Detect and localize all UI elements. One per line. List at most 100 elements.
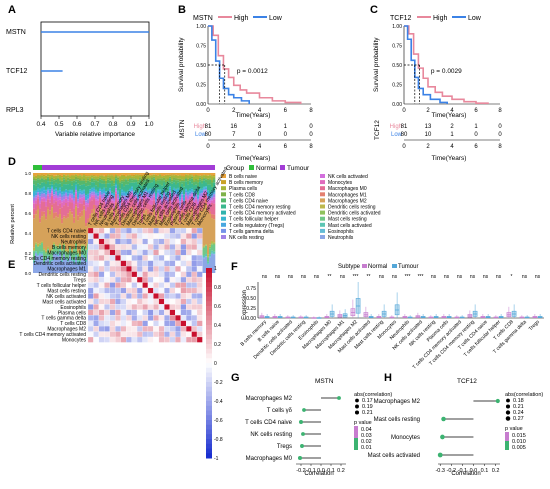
composition-segment xyxy=(151,194,154,199)
composition-segment xyxy=(197,175,200,176)
matrix-cell xyxy=(104,244,110,250)
matrix-cell xyxy=(186,260,192,267)
composition-segment xyxy=(145,175,148,179)
matrix-cell xyxy=(109,287,116,294)
composition-segment xyxy=(115,202,118,206)
composition-segment xyxy=(179,201,182,206)
composition-segment xyxy=(111,203,114,208)
composition-segment xyxy=(169,194,172,198)
x-tick-label: -0.2 xyxy=(296,468,305,474)
x-tick-label: 0.9 xyxy=(126,121,135,128)
composition-segment xyxy=(43,197,46,199)
composition-segment xyxy=(87,175,90,177)
composition-segment xyxy=(173,175,176,178)
composition-segment xyxy=(201,180,204,184)
composition-segment xyxy=(89,179,92,182)
composition-segment xyxy=(207,175,210,179)
composition-segment xyxy=(205,175,208,179)
composition-segment xyxy=(103,183,106,188)
composition-segment xyxy=(211,200,214,203)
composition-segment xyxy=(157,178,160,181)
composition-segment xyxy=(161,178,164,181)
composition-segment xyxy=(43,176,46,179)
composition-segment xyxy=(53,180,56,185)
composition-segment xyxy=(177,209,180,215)
composition-segment xyxy=(63,191,66,193)
composition-segment xyxy=(147,175,150,178)
composition-segment xyxy=(187,198,190,200)
composition-segment xyxy=(59,244,62,246)
composition-segment xyxy=(75,185,78,188)
matrix-cell xyxy=(87,255,94,261)
composition-segment xyxy=(87,198,90,200)
x-tick-label: 0.0 xyxy=(317,468,325,474)
composition-segment xyxy=(101,180,104,184)
matrix-cell xyxy=(87,304,94,310)
composition-segment xyxy=(79,198,82,204)
composition-segment xyxy=(167,198,170,203)
composition-segment xyxy=(99,194,102,196)
composition-segment xyxy=(213,176,216,179)
panel-f-boxplot: Subtype Normal Tumour Expression 0.000.2… xyxy=(239,264,544,371)
matrix-cell xyxy=(191,326,198,332)
composition-segment xyxy=(127,192,130,195)
matrix-cell xyxy=(126,271,132,278)
composition-segment xyxy=(85,258,88,262)
composition-segment xyxy=(45,258,48,260)
composition-segment xyxy=(207,195,210,197)
risk-count: 10 xyxy=(425,132,432,138)
matrix-cell xyxy=(98,227,105,234)
composition-segment xyxy=(51,181,54,185)
significance-label: ns xyxy=(301,274,307,280)
composition-segment xyxy=(157,198,160,204)
matrix-cell xyxy=(131,249,138,256)
composition-segment xyxy=(167,173,170,175)
composition-segment xyxy=(97,206,100,218)
composition-segment xyxy=(205,203,208,245)
composition-segment xyxy=(161,185,164,194)
composition-segment xyxy=(39,245,42,252)
composition-segment xyxy=(109,195,112,197)
risk-count: 1 xyxy=(284,124,288,130)
composition-segment xyxy=(133,178,136,180)
composition-segment xyxy=(51,248,54,250)
composition-segment xyxy=(63,201,66,206)
composition-segment xyxy=(79,175,82,179)
composition-segment xyxy=(207,254,210,257)
composition-segment xyxy=(143,174,146,176)
composition-segment xyxy=(153,193,156,195)
composition-segment xyxy=(187,194,190,196)
composition-segment xyxy=(189,188,192,190)
composition-segment xyxy=(63,174,66,178)
matrix-cell xyxy=(164,249,170,256)
gene-label-rpl3: RPL3 xyxy=(6,107,24,114)
composition-segment xyxy=(197,198,200,200)
composition-segment xyxy=(37,188,40,191)
matrix-cell xyxy=(87,249,94,256)
composition-segment xyxy=(147,182,150,190)
significance-label: ns xyxy=(444,274,450,280)
composition-segment xyxy=(37,190,40,193)
composition-segment xyxy=(49,187,52,190)
composition-segment xyxy=(97,196,100,200)
composition-segment xyxy=(117,190,120,192)
composition-segment xyxy=(41,194,44,197)
composition-segment xyxy=(81,184,84,191)
matrix-cell xyxy=(136,271,143,278)
lollipop-dot xyxy=(299,420,303,424)
composition-segment xyxy=(131,175,134,177)
composition-segment xyxy=(173,192,176,196)
composition-segment xyxy=(59,183,62,188)
composition-segment xyxy=(175,206,178,210)
composition-segment xyxy=(61,186,64,192)
composition-segment xyxy=(93,186,96,188)
composition-segment xyxy=(35,243,38,245)
composition-segment xyxy=(71,250,74,253)
x-tick-label: 1.0 xyxy=(144,121,153,128)
panel-b-risk-xlabel: Time(Years) xyxy=(236,155,271,162)
composition-segment xyxy=(99,182,102,188)
composition-segment xyxy=(183,194,186,195)
survival-curve-low xyxy=(208,25,250,104)
composition-segment xyxy=(207,193,210,196)
composition-segment xyxy=(87,218,90,224)
